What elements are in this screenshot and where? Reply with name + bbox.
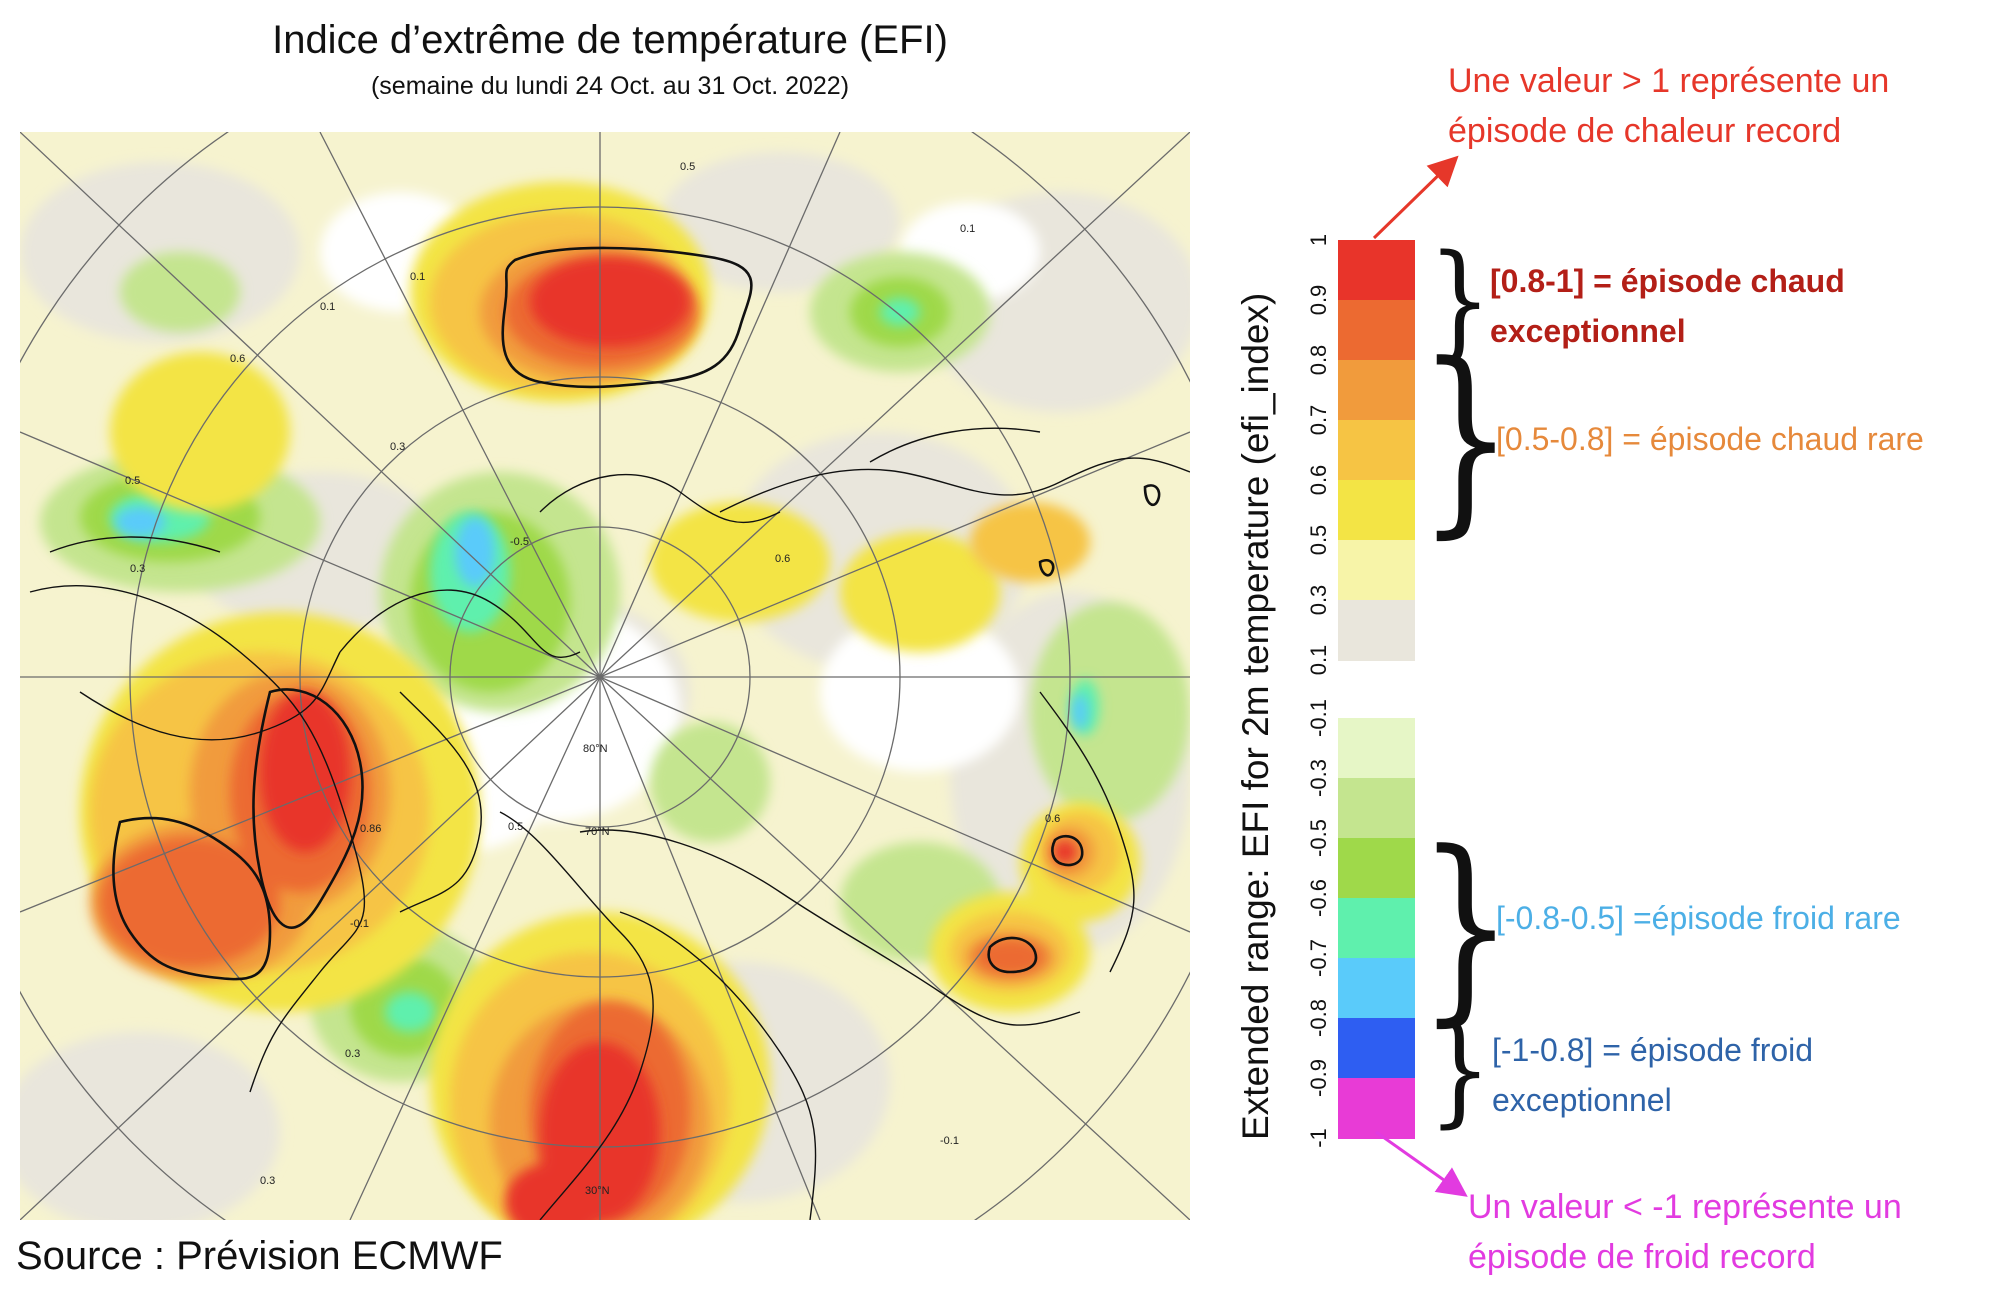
note-line: Une valeur > 1 représente un xyxy=(1448,62,1890,100)
contour-label: 0.6 xyxy=(775,553,790,565)
colorbar-segment xyxy=(1338,420,1415,481)
colorbar-segment xyxy=(1338,360,1415,421)
hot-record-note: Une valeur > 1 représente un épisode de … xyxy=(1448,56,1889,156)
contour-label: 0.5 xyxy=(125,475,140,487)
contour-lines xyxy=(112,246,1161,981)
cold-record-note: Un valeur < -1 représente un épisode de … xyxy=(1468,1182,1902,1282)
contour-label: 0.3 xyxy=(130,563,145,575)
ann-line: [-1-0.8] = épisode froid xyxy=(1492,1032,1814,1068)
colorbar-segment xyxy=(1338,1018,1415,1079)
note-line: épisode de chaleur record xyxy=(1448,112,1842,150)
contour-label: 0.3 xyxy=(260,1175,275,1187)
contour-label: 0.5 xyxy=(508,821,523,833)
latitude-label: 70°N xyxy=(585,826,610,838)
colorbar-segment xyxy=(1338,838,1415,899)
contour-label: 0.6 xyxy=(1045,813,1060,825)
note-line: Un valeur < -1 représente un xyxy=(1468,1188,1902,1226)
contour-label: -0.1 xyxy=(350,918,369,930)
contour-label: 0.6 xyxy=(230,353,245,365)
hot-rare-label: [0.5-0.8] = épisode chaud rare xyxy=(1496,421,1924,457)
colorbar-segment xyxy=(1338,540,1415,601)
note-line: épisode de froid record xyxy=(1468,1238,1816,1276)
colorbar-segment xyxy=(1338,718,1415,779)
chart-title: Indice d’extrême de température (EFI) xyxy=(272,18,948,62)
colorbar-segment xyxy=(1338,240,1415,301)
brace-hot-rare: } xyxy=(1418,321,1514,557)
cold-record-arrow xyxy=(1375,1130,1468,1197)
contour-label: 0.1 xyxy=(320,301,335,313)
contour-label: -0.1 xyxy=(940,1135,959,1147)
colorbar-segment xyxy=(1338,300,1415,361)
cold-exceptional-label: [-1-0.8] = épisode froid exceptionnel xyxy=(1492,1025,1813,1125)
contour-label: 0.5 xyxy=(680,161,695,173)
hot-exceptional-label: [0.8-1] = épisode chaud exceptionnel xyxy=(1490,256,1845,356)
latitude-label: 30°N xyxy=(585,1185,610,1197)
contour-label: 0.1 xyxy=(410,271,425,283)
brace-hot-exceptional: } xyxy=(1428,226,1492,373)
source-label: Source : Prévision ECMWF xyxy=(16,1234,503,1278)
colorbar-segment xyxy=(1338,480,1415,541)
latitude-label: 80°N xyxy=(583,743,608,755)
brace-cold-exceptional: } xyxy=(1428,999,1492,1140)
chart-subtitle: (semaine du lundi 24 Oct. au 31 Oct. 202… xyxy=(370,72,850,100)
colorbar-segment xyxy=(1338,898,1415,959)
contour-label: -0.5 xyxy=(510,536,529,548)
efi-map: 0.5 0.1 0.6 0.3 0.5 -0.5 0.3 0.6 -0.1 0.… xyxy=(20,132,1190,1220)
ann-line: [0.8-1] = épisode chaud xyxy=(1490,263,1845,299)
ann-line: exceptionnel xyxy=(1492,1082,1672,1118)
colorbar-segment xyxy=(1338,1078,1415,1139)
colorbar-segment xyxy=(1338,778,1415,839)
colorbar-segment xyxy=(1338,600,1415,661)
hot-record-arrow xyxy=(1372,155,1459,240)
contour-label: 0.1 xyxy=(960,223,975,235)
brace-cold-rare: } xyxy=(1418,809,1514,1045)
contour-label: 0.86 xyxy=(360,823,381,835)
ann-line: exceptionnel xyxy=(1490,313,1686,349)
colorbar-segment xyxy=(1338,958,1415,1019)
cold-rare-label: [-0.8-0.5] =épisode froid rare xyxy=(1496,900,1901,936)
contour-label: 0.3 xyxy=(390,441,405,453)
coastlines xyxy=(29,427,1190,1220)
contour-label: 0.3 xyxy=(345,1048,360,1060)
